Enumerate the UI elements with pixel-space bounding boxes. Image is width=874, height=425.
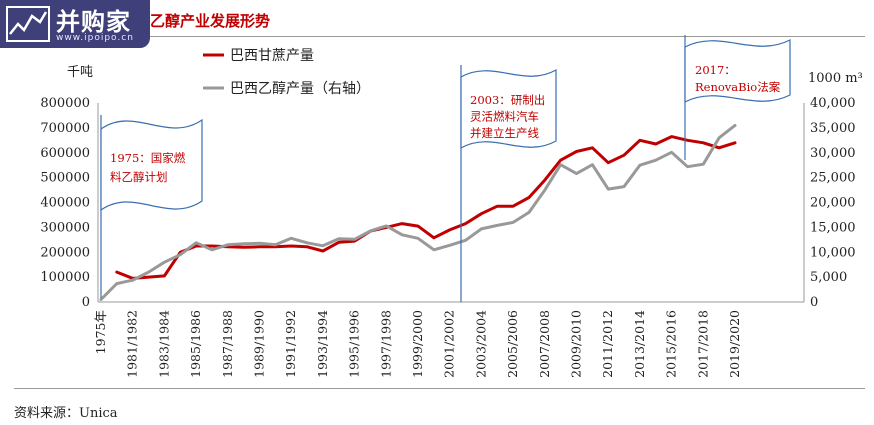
- y-left-tick-label: 600000: [40, 146, 90, 161]
- y-right-tick-label: 40,000: [810, 96, 856, 111]
- annotation-text: 并建立生产线: [470, 126, 539, 140]
- x-tick-label: 1997/1998: [378, 310, 393, 378]
- x-tick-label: 2005/2006: [505, 310, 520, 378]
- bottom-divider: [14, 388, 865, 389]
- y-right-tick-label: 10,000: [810, 245, 856, 260]
- x-tick-label: 1975年: [93, 310, 108, 354]
- y-left-tick-label: 300000: [40, 220, 90, 235]
- chart-logo-icon: [6, 6, 50, 42]
- series-layer: [99, 123, 737, 301]
- legend-label: 巴西甘蔗产量: [230, 48, 314, 64]
- page-title: 乙醇产业发展形势: [150, 12, 271, 30]
- x-axis: 1975年 1981/1982 1983/1984 1985/1986 1987/198…: [93, 301, 804, 378]
- y-left-tick-label: 100000: [40, 270, 90, 285]
- x-tick-label: 2017/2018: [695, 310, 710, 378]
- y-right-tick-label: 35,000: [810, 121, 856, 136]
- top-divider: [150, 36, 865, 37]
- y-right-tick-label: 0: [810, 295, 818, 310]
- x-tick-label: 1983/1984: [156, 310, 171, 378]
- left-axis-unit: 千吨: [67, 65, 93, 80]
- y-left-tick-label: 800000: [40, 96, 90, 111]
- y-right-tick-label: 20,000: [810, 196, 856, 211]
- y-right-tick-label: 5,000: [810, 270, 847, 285]
- annotation-text: 2017：: [695, 63, 736, 77]
- x-tick-label: 2003/2004: [473, 310, 488, 378]
- x-tick-label: 2015/2016: [664, 310, 679, 378]
- x-tick-label: 1981/1982: [125, 310, 140, 378]
- y-right-tick-label: 25,000: [810, 171, 856, 186]
- annotation-text: RenovaBio法案: [695, 80, 781, 94]
- annotation-text: 灵活燃料汽车: [470, 110, 539, 124]
- annotation-text: 料乙醇计划: [110, 170, 168, 184]
- x-tick-label: 1991/1992: [283, 310, 298, 378]
- annotation-banner: [460, 68, 557, 150]
- x-tick-label: 1995/1996: [347, 310, 362, 378]
- x-tick-label: 2013/2014: [632, 310, 647, 378]
- x-tick-label: 2009/2010: [569, 310, 584, 378]
- left-axis: 0 100000 200000 300000 400000 500000 600000 700…: [40, 65, 99, 310]
- right-axis-unit: 1000 m³: [808, 71, 863, 86]
- x-tick-label: 1985/1986: [188, 310, 203, 378]
- x-tick-label: 1987/1988: [220, 310, 235, 378]
- annotation-text: 1975：国家燃: [110, 151, 186, 165]
- y-right-tick-label: 15,000: [810, 220, 856, 235]
- logo-text: 并购家: [56, 8, 131, 36]
- x-tick-label: 2001/2002: [442, 310, 457, 378]
- x-tick-label: 1989/1990: [252, 310, 267, 378]
- y-left-tick-label: 500000: [40, 171, 90, 186]
- source-note: 资料来源：Unica: [14, 406, 118, 421]
- annotation-banner: [100, 118, 203, 212]
- right-axis: 0 5,000 10,000 15,000 20,000 25,000 30,000 35,0…: [803, 71, 863, 310]
- series-ethanol-line: [99, 123, 737, 301]
- annotation-banner: [684, 39, 791, 103]
- annotation-flag: 2017： RenovaBio法案: [684, 35, 791, 160]
- y-left-tick-label: 400000: [40, 196, 90, 211]
- annotation-text: 2003：研制出: [470, 93, 545, 107]
- series-sugarcane-line: [115, 135, 737, 280]
- legend-label: 巴西乙醇产量（右轴）: [230, 80, 370, 97]
- logo-url: www.ipoipo.cn: [56, 33, 134, 43]
- y-left-tick-label: 200000: [40, 245, 90, 260]
- x-tick-label: 2007/2008: [537, 310, 552, 378]
- y-left-tick-label: 700000: [40, 121, 90, 136]
- x-tick-label: 2011/2012: [600, 310, 615, 378]
- x-tick-label: 2019/2020: [727, 310, 742, 378]
- x-tick-label: 1993/1994: [315, 310, 330, 378]
- y-left-tick-label: 0: [82, 295, 90, 310]
- y-right-tick-label: 30,000: [810, 146, 856, 161]
- site-logo: 并购家 www.ipoipo.cn: [0, 0, 150, 48]
- x-tick-label: 1999/2000: [410, 310, 425, 378]
